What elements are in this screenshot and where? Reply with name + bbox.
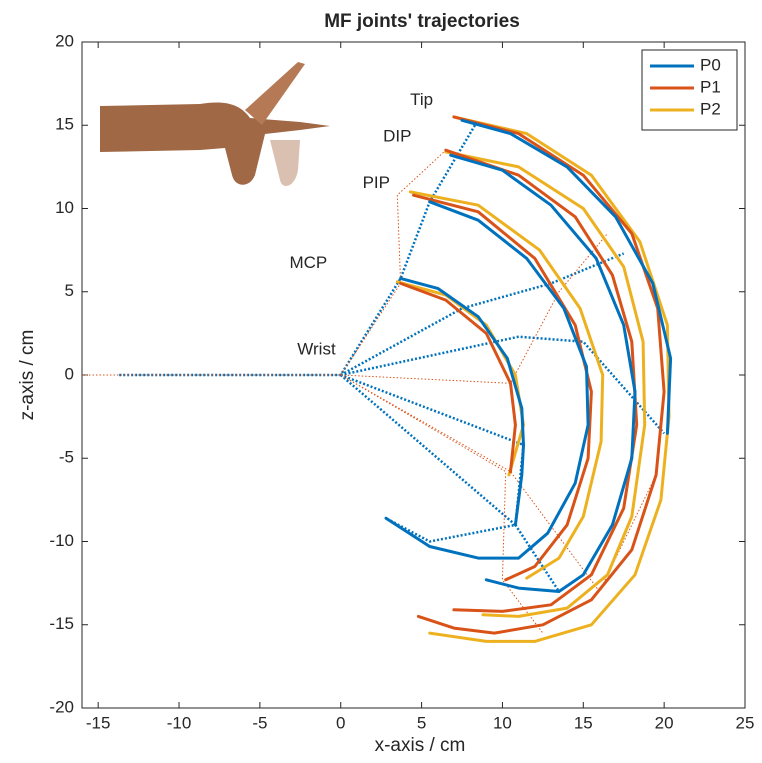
y-tick-label: -10	[49, 531, 74, 550]
x-axis-label: x-axis / cm	[375, 735, 466, 756]
y-tick-label: -20	[49, 697, 74, 716]
annotation: MCP	[289, 253, 327, 272]
x-tick-label: 20	[655, 713, 674, 732]
y-tick-label: 0	[65, 364, 74, 383]
x-tick-label: 10	[493, 713, 512, 732]
annotation: Tip	[410, 90, 433, 109]
y-axis-label: z-axis / cm	[17, 330, 38, 421]
x-tick-label: 15	[574, 713, 593, 732]
annotation: Wrist	[297, 340, 336, 359]
x-tick-label: -5	[252, 713, 267, 732]
chart-title: MF joints' trajectories	[324, 11, 520, 32]
x-tick-label: -10	[167, 713, 192, 732]
y-tick-label: 5	[65, 281, 74, 300]
legend-label: P2	[700, 99, 721, 118]
y-tick-label: 15	[55, 115, 74, 134]
legend-label: P0	[700, 55, 721, 74]
x-tick-label: -15	[86, 713, 111, 732]
annotation: PIP	[363, 173, 390, 192]
annotation: DIP	[383, 126, 411, 145]
x-tick-label: 5	[417, 713, 426, 732]
legend: P0 P1 P2	[642, 50, 737, 130]
y-tick-label: 20	[55, 31, 74, 50]
x-tick-label: 25	[736, 713, 755, 732]
y-tick-label: -5	[59, 448, 74, 467]
legend-box	[642, 50, 737, 130]
chart: MF joints' trajectories x-axis / cm z-ax…	[0, 0, 762, 758]
y-tick-label: -15	[49, 614, 74, 633]
legend-label: P1	[700, 77, 721, 96]
y-tick-label: 10	[55, 198, 74, 217]
x-tick-label: 0	[336, 713, 345, 732]
